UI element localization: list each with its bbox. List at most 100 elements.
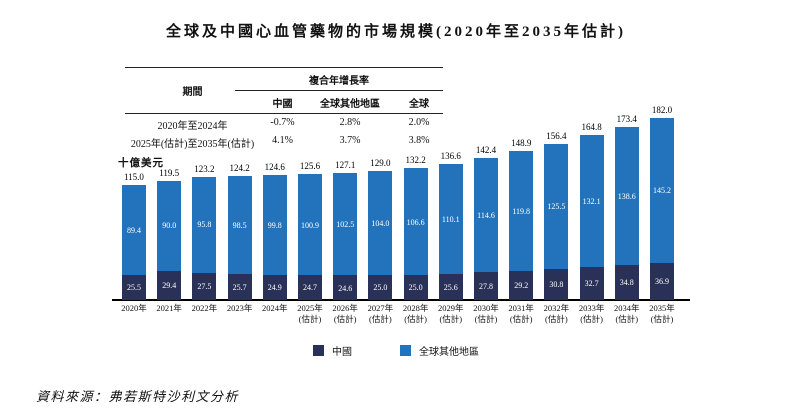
col-header-global: 全球	[409, 99, 429, 110]
total-value-label: 127.1	[335, 159, 356, 170]
total-value-label: 173.4	[616, 113, 637, 124]
rest-of-world-value-label: 104.0	[369, 217, 392, 229]
period-cell: 2020年至2024年	[157, 121, 228, 132]
bar-group: 132.2 106.6 25.0	[398, 100, 433, 300]
stacked-bar	[403, 168, 428, 300]
stacked-bar	[509, 151, 534, 300]
rest-of-world-legend-swatch	[400, 345, 411, 356]
stacked-bar	[438, 164, 463, 300]
x-axis-tick-label: 2021年	[156, 303, 182, 313]
stacked-bar	[544, 143, 569, 300]
x-axis-tick-label: 2030年 (估計)	[473, 303, 499, 325]
y-axis-unit-label: 十億美元	[118, 158, 164, 169]
rest-of-world-value-label: 132.1	[580, 196, 603, 208]
total-value-label: 129.0	[370, 158, 391, 168]
cagr-table: 期間 複合年增長率 中國 全球其他地區 全球 2020年至2024年 -0.7%…	[125, 67, 443, 150]
bar-group: 115.0 89.4 25.5	[116, 100, 151, 300]
stacked-bar	[368, 171, 393, 300]
bar-group: 124.6 99.8 24.9	[257, 100, 292, 300]
total-value-label: 115.0	[124, 172, 144, 183]
china-value-label: 27.5	[195, 281, 214, 293]
bar-group: 164.8 132.1 32.7	[574, 100, 609, 300]
legend-item-china: 中國	[313, 343, 352, 358]
rest-of-world-value-label: 99.8	[265, 220, 284, 232]
stacked-bar	[649, 117, 674, 300]
bar-group: 142.4 114.6 27.8	[468, 100, 503, 300]
bar-group: 182.0 145.2 36.9	[644, 100, 679, 300]
total-value-label: 182.0	[651, 104, 673, 115]
rest-of-world-value-label: 114.6	[475, 209, 497, 221]
legend-label: 全球其他地區	[419, 347, 479, 358]
x-axis-tick-label: 2028年 (估計)	[402, 303, 429, 325]
x-axis-tick-label: 2026年 (估計)	[332, 303, 358, 325]
global-cagr-cell: 2.0%	[408, 117, 430, 128]
period-header: 期間	[182, 87, 203, 98]
china-value-label: 36.9	[652, 276, 671, 288]
rest-of-world-value-label: 89.4	[124, 224, 143, 236]
bar-group: 156.4 125.5 30.8	[539, 100, 574, 300]
china-value-label: 27.8	[476, 280, 495, 293]
global-cagr-cell: 3.8%	[408, 135, 430, 146]
bar-group: 119.5 90.0 29.4	[152, 100, 187, 300]
period-cell: 2025年(估計)至2035年(估計)	[130, 139, 255, 150]
stacked-bar	[579, 135, 604, 300]
table-row: 2020年至2024年 -0.7% 2.8% 2.0%	[125, 114, 443, 132]
china-value-label: 29.2	[512, 280, 531, 292]
bar-group: 129.0 104.0 25.0	[363, 100, 398, 300]
rest-of-world-value-label: 98.5	[230, 219, 249, 232]
stacked-bar	[297, 174, 322, 300]
rest-of-world-value-label: 138.6	[615, 190, 638, 202]
total-value-label: 148.9	[511, 138, 532, 148]
x-axis-tick-label: 2035年 (估計)	[649, 303, 675, 325]
col-header-china: 中國	[272, 99, 293, 110]
china-cagr-cell: 4.1%	[272, 135, 293, 146]
total-value-label: 156.4	[546, 130, 567, 141]
bar-group: 136.6 110.1 25.6	[433, 100, 468, 300]
rest-of-world-value-label: 110.1	[439, 214, 462, 226]
rest-of-world-value-label: 125.5	[545, 201, 568, 213]
x-axis-tick-label: 2033年 (估計)	[578, 303, 605, 325]
x-axis-tick-label: 2027年 (估計)	[367, 303, 394, 325]
cagr-header: 複合年增長率	[235, 68, 443, 91]
china-cagr-cell: -0.7%	[270, 117, 295, 128]
china-value-label: 25.0	[371, 282, 390, 294]
rest-of-world-value-label: 145.2	[650, 185, 673, 197]
china-value-label: 24.9	[265, 282, 284, 294]
china-legend-swatch	[313, 345, 324, 356]
total-value-label: 119.5	[159, 167, 180, 178]
x-axis-labels: 2020年 2021年 2022年 2023年 2024年 2025年 (估計) 2026年(…	[110, 303, 700, 339]
legend-item-rest-of-world: 全球其他地區	[400, 343, 479, 358]
chart-legend: 中國 全球其他地區	[0, 343, 792, 358]
legend-label: 中國	[332, 347, 352, 358]
china-value-label: 34.8	[617, 277, 636, 289]
china-value-label: 29.4	[160, 280, 179, 292]
china-value-label: 32.7	[582, 278, 601, 290]
x-axis-tick-label: 2024年	[262, 303, 288, 313]
total-value-label: 164.8	[581, 122, 602, 133]
rest-of-world-cagr-cell: 3.7%	[339, 135, 361, 146]
total-value-label: 136.6	[440, 151, 461, 162]
bar-group: 125.6 100.9 24.7	[292, 100, 327, 300]
rest-of-world-value-label: 95.8	[195, 219, 214, 231]
china-value-label: 25.6	[441, 282, 460, 294]
page-title: 全球及中國心血管藥物的市場規模(2020年至2035年估計)	[166, 24, 626, 40]
total-value-label: 124.6	[264, 162, 285, 173]
source-note: 資料來源：弗若斯特沙利文分析	[36, 389, 240, 404]
china-value-label: 25.5	[124, 282, 143, 294]
rest-of-world-value-label: 100.9	[298, 219, 321, 231]
rest-of-world-value-label: 90.0	[160, 220, 179, 232]
rest-of-world-value-label: 119.8	[510, 205, 533, 217]
bar-group: 148.9 119.8 29.2	[504, 100, 539, 300]
x-axis-tick-label: 2032年 (估計)	[543, 303, 570, 325]
china-value-label: 24.7	[300, 282, 319, 294]
rest-of-world-value-label: 102.5	[334, 218, 357, 231]
total-value-label: 125.6	[299, 161, 321, 172]
col-header-rest-of-world: 全球其他地區	[320, 99, 380, 110]
bar-group: 173.4 138.6 34.8	[609, 100, 644, 300]
x-axis-line	[112, 299, 690, 301]
total-value-label: 123.2	[194, 163, 215, 174]
x-axis-tick-label: 2020年	[121, 303, 147, 313]
x-axis-tick-label: 2025年 (估計)	[297, 303, 323, 325]
bar-group: 123.2 95.8 27.5	[187, 100, 222, 300]
x-axis-tick-label: 2029年 (估計)	[438, 303, 464, 325]
